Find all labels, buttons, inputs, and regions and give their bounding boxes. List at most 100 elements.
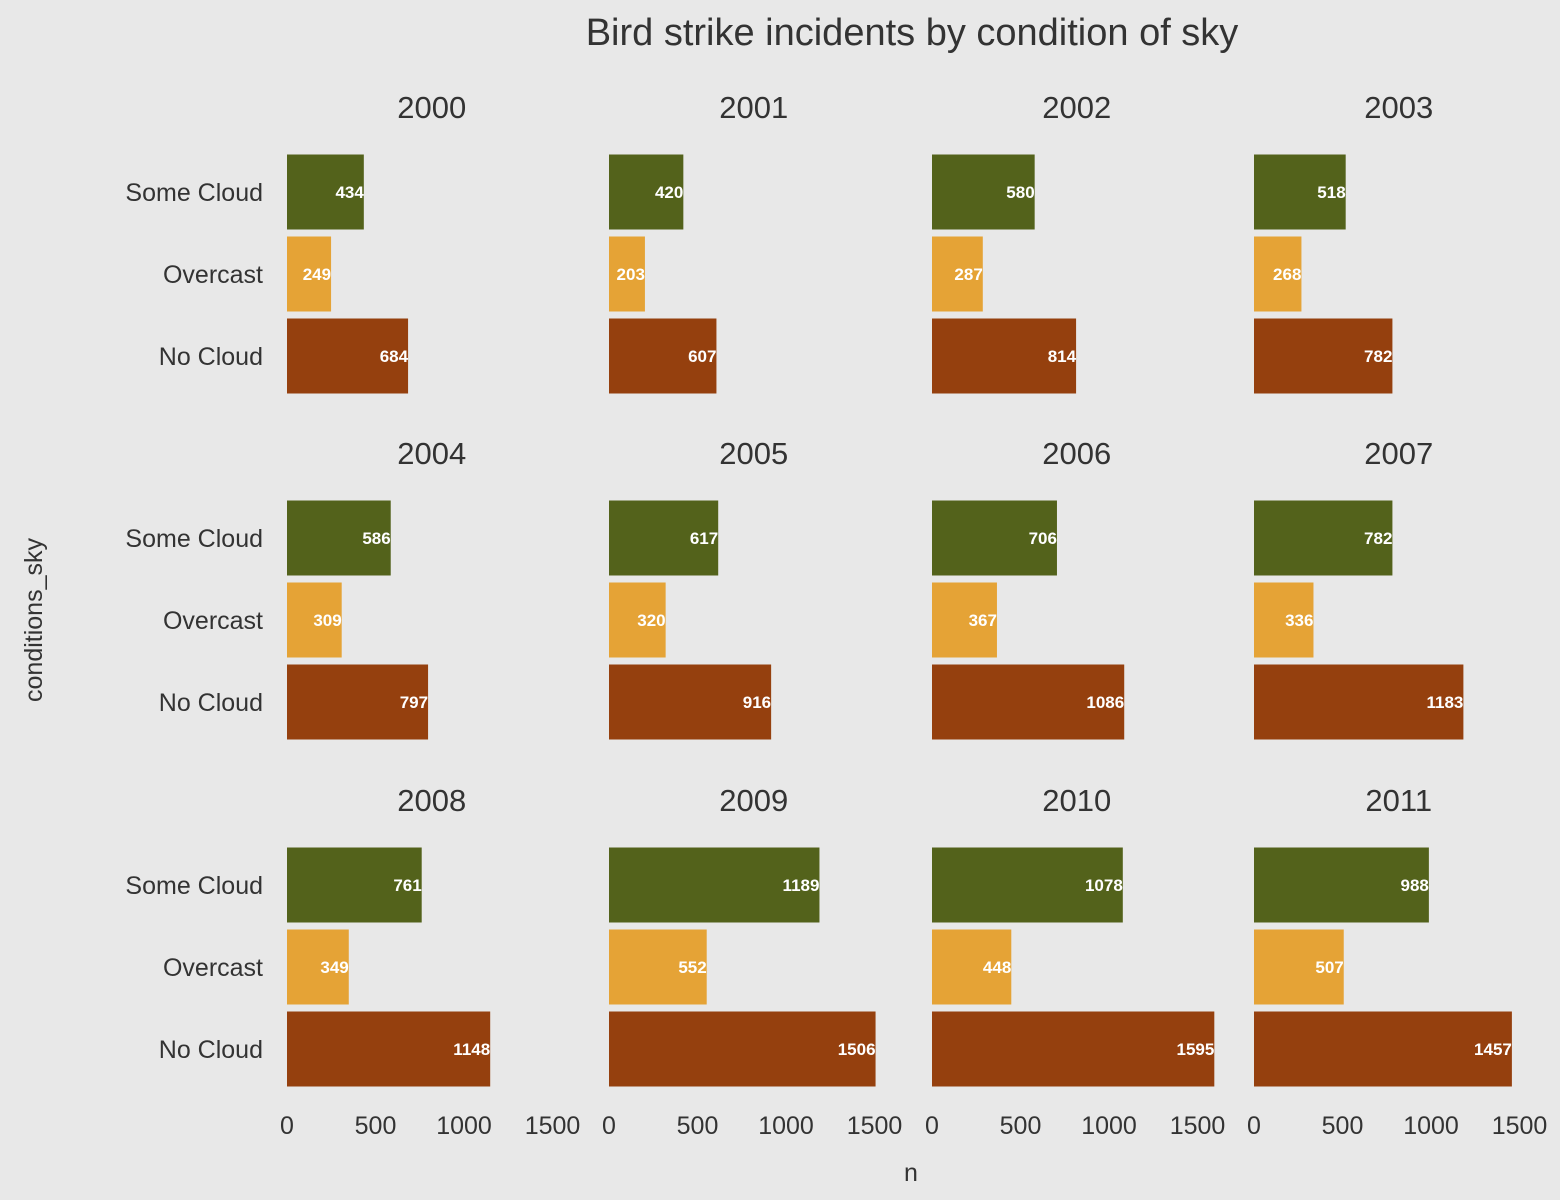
bar xyxy=(609,236,645,312)
bar xyxy=(932,664,1125,740)
y-tick-label: Overcast xyxy=(163,954,263,982)
x-tick-label: 0 xyxy=(925,1112,939,1140)
y-axis-label: conditions_sky xyxy=(20,538,48,702)
facet-panel: 2002 580 287 814 xyxy=(932,90,1111,394)
bar-value-label: 782 xyxy=(1364,529,1392,548)
bar-value-label: 1183 xyxy=(1427,693,1464,712)
x-tick-label: 0 xyxy=(1247,1112,1261,1140)
bar xyxy=(1254,664,1464,740)
bar-value-label: 1086 xyxy=(1086,693,1124,712)
bar-value-label: 203 xyxy=(617,265,645,284)
bar xyxy=(1254,154,1346,230)
bar xyxy=(609,318,717,394)
bar xyxy=(932,318,1077,394)
bar xyxy=(609,154,684,230)
bar-value-label: 1506 xyxy=(838,1040,876,1059)
x-tick-label: 500 xyxy=(677,1112,719,1140)
bar-value-label: 782 xyxy=(1364,347,1392,366)
bar-value-label: 507 xyxy=(1315,958,1343,977)
facet-panel: 2007 782 336 1183 xyxy=(1254,436,1464,740)
facet-title: 2005 xyxy=(719,436,788,471)
bar xyxy=(609,1011,876,1087)
facet-title: 2007 xyxy=(1364,436,1433,471)
bar-value-label: 367 xyxy=(969,611,997,630)
bar-value-label: 814 xyxy=(1048,347,1077,366)
facet-panel: 2003 518 268 782 xyxy=(1254,90,1433,394)
y-tick-label: Some Cloud xyxy=(125,525,263,553)
facet-title: 2008 xyxy=(397,783,466,818)
facet-title: 2003 xyxy=(1364,90,1433,125)
bar-value-label: 761 xyxy=(393,876,421,895)
bar xyxy=(609,500,719,576)
bar-value-label: 1078 xyxy=(1085,876,1123,895)
facet-title: 2009 xyxy=(719,783,788,818)
bar-value-label: 320 xyxy=(637,611,665,630)
bar xyxy=(1254,929,1344,1005)
bar xyxy=(932,929,1012,1005)
bar-value-label: 434 xyxy=(335,183,364,202)
facet-panel: 2005 617 320 916 xyxy=(609,436,788,740)
bar xyxy=(1254,318,1393,394)
x-tick-label: 500 xyxy=(1000,1112,1042,1140)
x-tick-label: 500 xyxy=(1322,1112,1364,1140)
facet-panel: 2006 706 367 1086 xyxy=(932,436,1125,740)
bar-value-label: 706 xyxy=(1029,529,1057,548)
x-tick-label: 500 xyxy=(355,1112,397,1140)
bar-value-label: 580 xyxy=(1006,183,1034,202)
y-tick-label: Some Cloud xyxy=(125,872,263,900)
bar xyxy=(287,154,364,230)
bar xyxy=(1254,582,1314,658)
facet-title: 2000 xyxy=(397,90,466,125)
bar-value-label: 1148 xyxy=(453,1040,490,1059)
x-tick-label: 1000 xyxy=(1081,1112,1137,1140)
x-tick-label: 1000 xyxy=(1403,1112,1459,1140)
bar-value-label: 586 xyxy=(362,529,390,548)
bar xyxy=(287,847,422,923)
facet-panel: 2010 1078 448 1595 0 500 1000 1500 xyxy=(925,783,1225,1140)
facet-title: 2004 xyxy=(397,436,466,471)
bar-value-label: 684 xyxy=(380,347,409,366)
bar xyxy=(287,664,429,740)
bar-value-label: 552 xyxy=(678,958,706,977)
facet-title: 2011 xyxy=(1365,783,1432,818)
bar-value-label: 797 xyxy=(400,693,428,712)
bar xyxy=(1254,1011,1512,1087)
x-tick-label: 1000 xyxy=(758,1112,814,1140)
bar xyxy=(932,154,1035,230)
facet-panel: 2008 761 Some Cloud 349 Overcast 1148 No Cloud… xyxy=(125,783,580,1140)
bar xyxy=(932,1011,1215,1087)
bar xyxy=(932,500,1057,576)
bar xyxy=(287,236,332,312)
facet-title: 2001 xyxy=(719,90,788,125)
bar-value-label: 617 xyxy=(690,529,718,548)
bar xyxy=(287,500,391,576)
bar-value-label: 287 xyxy=(954,265,982,284)
x-tick-label: 1500 xyxy=(847,1112,903,1140)
bar-value-label: 420 xyxy=(655,183,683,202)
bar xyxy=(1254,847,1429,923)
bar xyxy=(1254,500,1393,576)
facet-panel: 2000 434 Some Cloud 249 Overcast 684 No Cloud xyxy=(125,90,466,394)
y-tick-label: No Cloud xyxy=(159,689,263,717)
bar xyxy=(287,929,349,1005)
facet-panel: 2011 988 507 1457 0 500 1000 1500 xyxy=(1247,783,1547,1140)
bar-value-label: 916 xyxy=(743,693,771,712)
bar xyxy=(1254,236,1302,312)
bar xyxy=(609,847,820,923)
x-axis-label: n xyxy=(904,1159,918,1187)
x-tick-label: 1500 xyxy=(525,1112,581,1140)
bar xyxy=(932,847,1123,923)
bar-value-label: 988 xyxy=(1401,876,1429,895)
y-tick-label: Overcast xyxy=(163,607,263,635)
x-tick-label: 0 xyxy=(280,1112,294,1140)
chart-title: Bird strike incidents by condition of sk… xyxy=(586,12,1239,54)
x-tick-label: 0 xyxy=(602,1112,616,1140)
bar xyxy=(932,236,983,312)
bar-value-label: 448 xyxy=(983,958,1011,977)
facet-title: 2010 xyxy=(1042,783,1111,818)
y-tick-label: Some Cloud xyxy=(125,179,263,207)
bar-value-label: 336 xyxy=(1285,611,1313,630)
bar-value-label: 518 xyxy=(1317,183,1345,202)
